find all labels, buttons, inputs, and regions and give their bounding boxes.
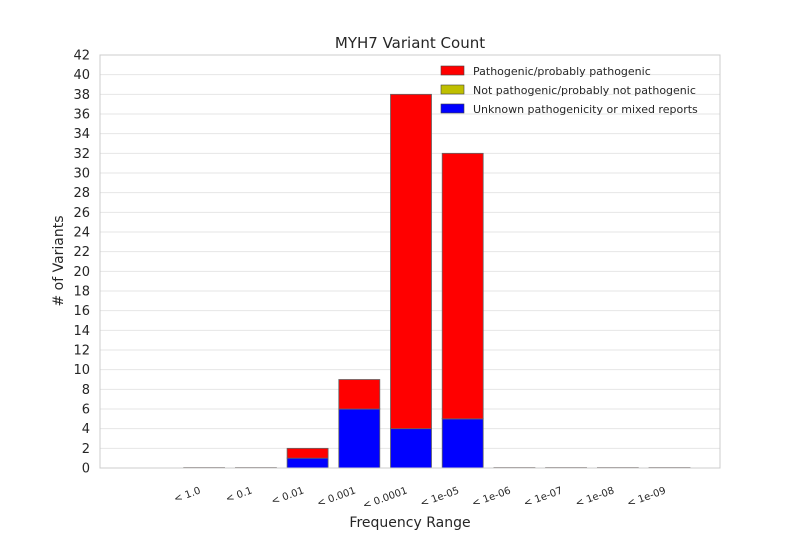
y-tick-label: 42	[73, 49, 90, 64]
y-tick-label: 36	[73, 108, 90, 123]
x-tick-label: < 0.01	[270, 485, 306, 507]
y-tick-label: 8	[82, 383, 90, 398]
legend-label: Not pathogenic/probably not pathogenic	[473, 84, 696, 97]
x-tick-label: < 0.0001	[362, 485, 410, 511]
x-tick-label: < 1e-08	[574, 485, 616, 509]
y-axis-title: # of Variants	[51, 215, 67, 306]
y-tick-label: 40	[73, 68, 90, 83]
y-tick-label: 38	[73, 88, 90, 103]
y-tick-label: 2	[82, 442, 90, 457]
y-tick-label: 32	[73, 147, 90, 162]
y-tick-label: 4	[82, 422, 90, 437]
legend-swatch	[440, 84, 465, 95]
bar-segment	[286, 447, 329, 459]
y-tick-label: 10	[73, 363, 90, 378]
y-tick-label: 14	[73, 324, 90, 339]
bar-segment	[390, 428, 432, 469]
y-tick-label: 20	[73, 265, 90, 280]
x-axis-ticks: < 1.0 < 0.1 < 0.01 < 0.001 < 0.0001 < 1e-05 < …	[173, 485, 668, 511]
legend-label: Unknown pathogenicity or mixed reports	[473, 103, 698, 116]
plot-frame	[99, 54, 721, 469]
x-tick-label: < 0.1	[224, 485, 254, 505]
x-tick-label: < 1e-09	[626, 485, 668, 509]
y-tick-label: 30	[73, 167, 90, 182]
chart-title: MYH7 Variant Count	[335, 34, 485, 52]
x-tick-label: < 1e-05	[419, 485, 461, 509]
y-tick-label: 12	[73, 344, 90, 359]
legend-label: Pathogenic/probably pathogenic	[473, 65, 651, 78]
x-tick-label: < 1.0	[173, 485, 203, 505]
y-tick-label: 22	[73, 245, 90, 260]
y-tick-label: 18	[73, 285, 90, 300]
x-tick-label: < 1e-06	[471, 485, 513, 509]
bar-segment	[390, 93, 432, 430]
bar-segment	[441, 418, 484, 469]
y-tick-label: 26	[73, 206, 90, 221]
y-tick-label: 6	[82, 403, 90, 418]
bar-segment	[338, 408, 381, 469]
y-tick-label: 24	[73, 226, 90, 241]
x-tick-label: < 0.001	[316, 485, 358, 509]
bar-segment	[286, 457, 329, 469]
legend-swatch	[440, 65, 465, 76]
y-tick-label: 16	[73, 304, 90, 319]
legend-swatch	[440, 103, 465, 114]
y-tick-label: 0	[82, 462, 90, 477]
bar-segment	[441, 152, 484, 420]
legend: Pathogenic/probably pathogenic Not pathog…	[440, 65, 698, 116]
y-tick-label: 28	[73, 186, 90, 201]
x-axis-title: Frequency Range	[349, 515, 470, 531]
y-tick-label: 34	[73, 127, 90, 142]
bar-segment	[338, 379, 381, 410]
x-tick-label: < 1e-07	[522, 485, 564, 509]
